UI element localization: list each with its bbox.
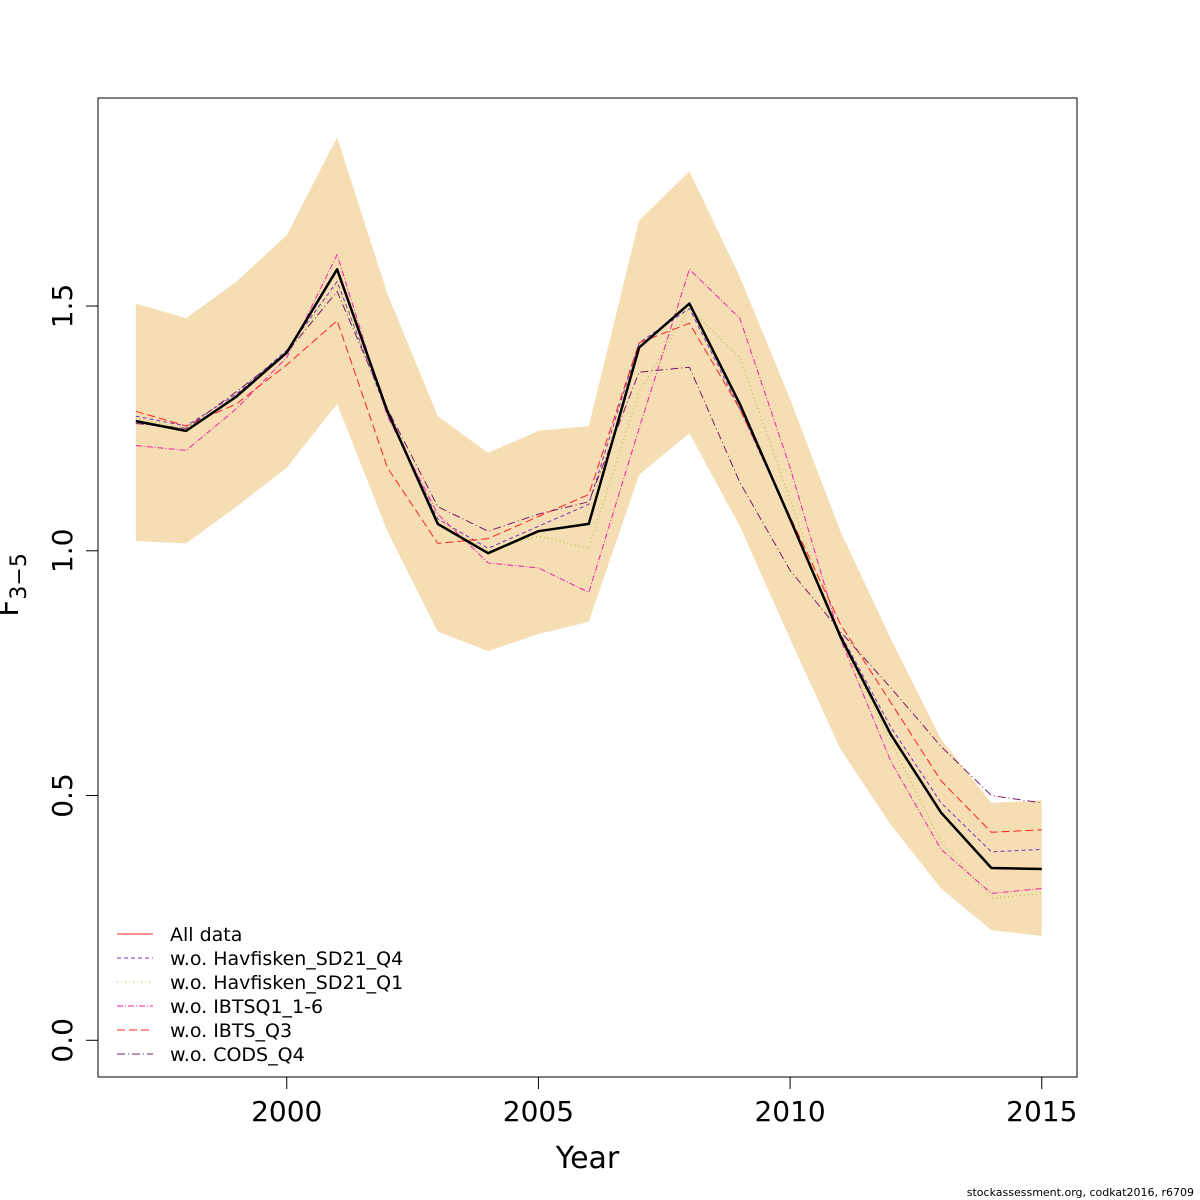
legend-label: w.o. IBTS_Q3	[170, 1020, 292, 1042]
y-tick-label: 0.0	[46, 1018, 79, 1063]
legend-item: w.o. IBTSQ1_1-6	[117, 996, 323, 1018]
confidence-band	[136, 137, 1042, 936]
legend-label: w.o. Havfisken_SD21_Q4	[170, 948, 403, 970]
x-tick-label: 2005	[503, 1095, 574, 1128]
x-tick-label: 2015	[1006, 1095, 1077, 1128]
y-axis-title: F3−5	[0, 553, 32, 617]
legend-label: All data	[170, 924, 242, 946]
legend-item: w.o. IBTS_Q3	[117, 1020, 292, 1042]
x-axis: 2000 2005 2010 2015	[251, 1077, 1077, 1128]
y-axis-title-main: F	[0, 600, 26, 617]
legend-item: All data	[117, 924, 242, 946]
x-tick-label: 2010	[754, 1095, 825, 1128]
chart-canvas: 2000200520102015 0.00.51.01.5 Year F3−5 …	[0, 0, 1200, 1200]
footer-credit: stockassessment.org, codkat2016, r6709	[967, 1186, 1194, 1199]
y-axis-title-subscript: 3−5	[7, 553, 32, 599]
y-tick-label: 0.5	[46, 773, 79, 818]
x-tick-label: 2000	[251, 1095, 322, 1128]
y-tick-label: 1.0	[46, 529, 79, 574]
x-axis-title: Year	[555, 1141, 620, 1176]
confidence-band-layer	[136, 137, 1042, 936]
legend-label: w.o. IBTSQ1_1-6	[170, 996, 323, 1018]
y-tick-label: 1.5	[46, 284, 79, 329]
legend-label: w.o. Havfisken_SD21_Q1	[170, 972, 403, 994]
legend-label: w.o. CODS_Q4	[170, 1044, 305, 1066]
legend-item: w.o. CODS_Q4	[117, 1044, 305, 1066]
legend-item: w.o. Havfisken_SD21_Q4	[117, 948, 403, 970]
y-axis: 0.0 0.5 1.0 1.5	[46, 284, 98, 1063]
legend-item: w.o. Havfisken_SD21_Q1	[117, 972, 403, 994]
